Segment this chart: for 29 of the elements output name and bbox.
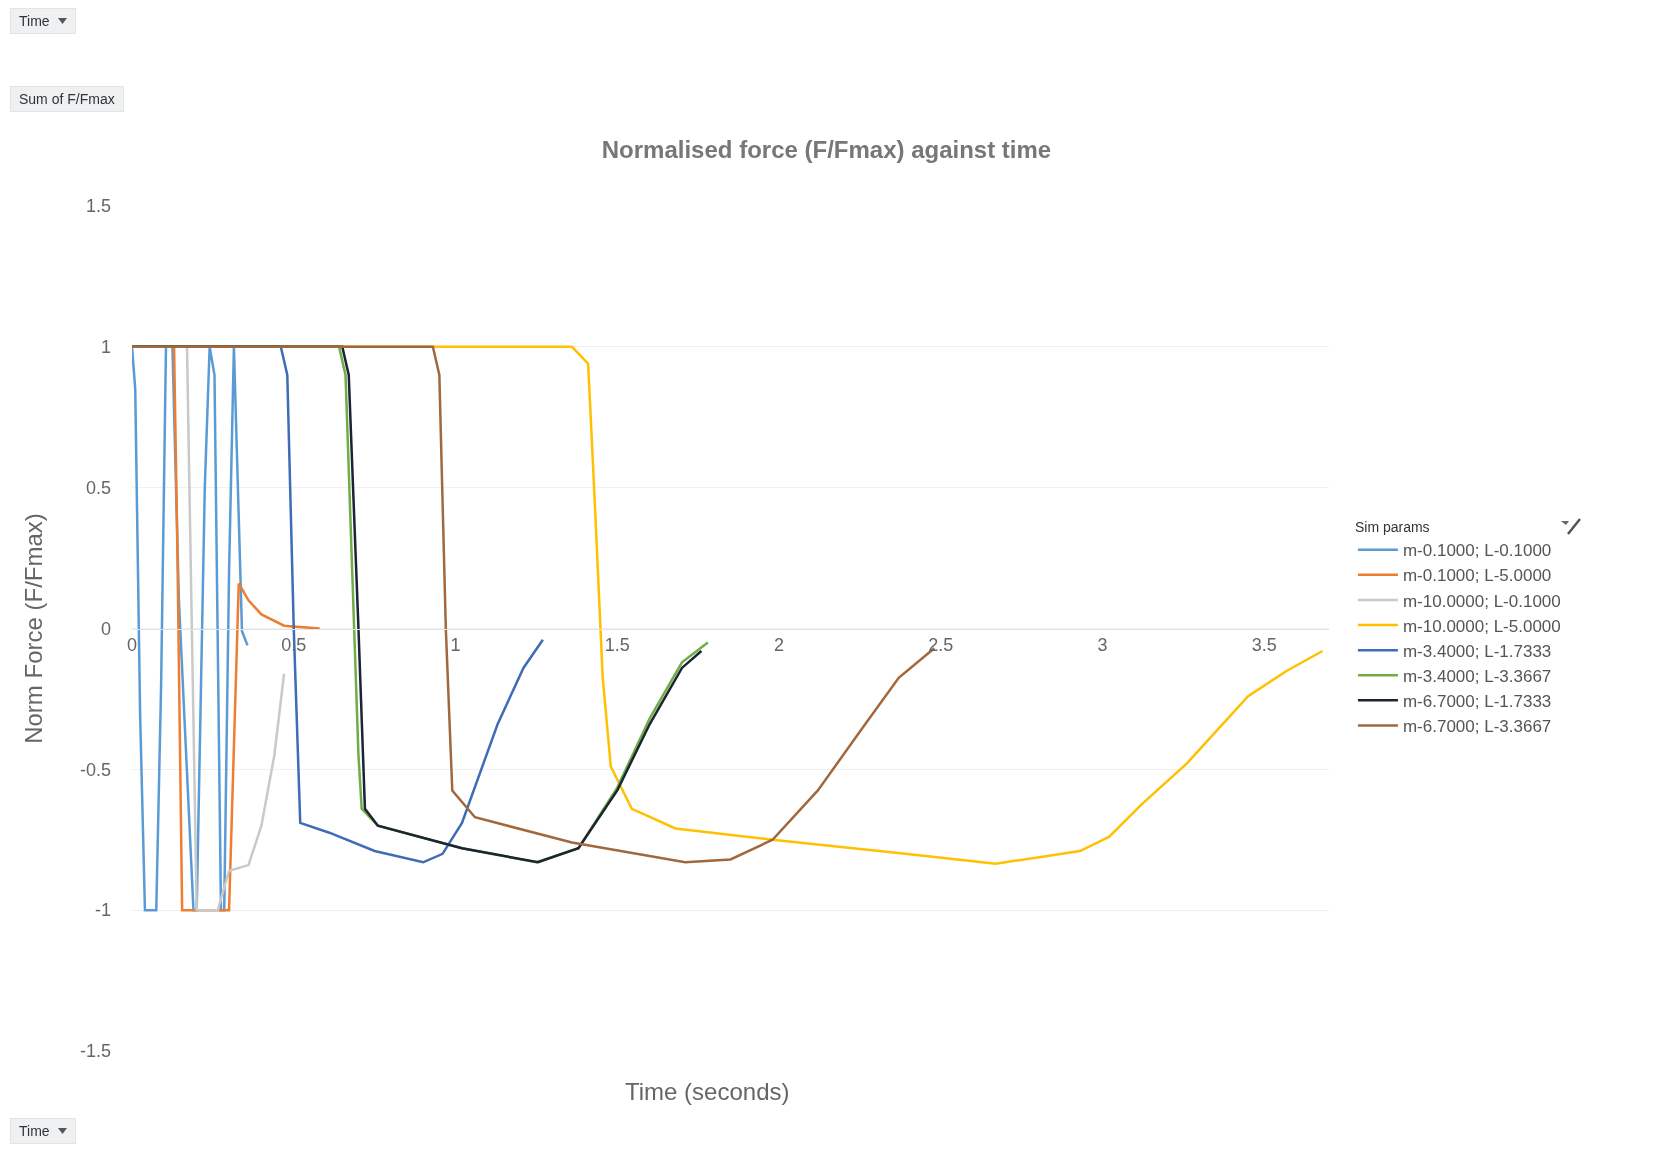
chart-title: Normalised force (F/Fmax) against time [601, 136, 1052, 164]
x-tick-label: 1 [450, 635, 461, 656]
legend-label: m-0.1000; L-5.0000 [1402, 566, 1552, 586]
y-tick-label: 0.5 [85, 477, 111, 498]
legend-label: m-3.4000; L-3.3667 [1402, 666, 1552, 686]
x-tick-label: 2 [774, 635, 785, 656]
x-axis-title: Time (seconds) [625, 1078, 790, 1105]
text: Sum of F/Fmax [19, 91, 115, 107]
legend-label: m-3.4000; L-1.7333 [1402, 641, 1552, 661]
x-tick-label: 3.5 [1251, 635, 1277, 656]
legend-label: m-6.7000; L-3.3667 [1402, 717, 1552, 737]
y-tick-label: 0 [100, 618, 111, 639]
legend-label: m-6.7000; L-1.7333 [1402, 691, 1552, 711]
y-tick-label: -1 [94, 900, 111, 921]
y-tick-label: -0.5 [79, 759, 111, 780]
x-tick-label: 0 [126, 635, 138, 656]
y-axis-title: Norm Force (F/Fmax) [20, 513, 48, 744]
x-tick-label: 2.5 [928, 635, 954, 656]
legend-label: m-0.1000; L-0.1000 [1402, 541, 1552, 561]
x-tick-label: 3 [1097, 635, 1108, 656]
x-tick-label: 1.5 [604, 635, 630, 656]
text: Time [19, 13, 50, 29]
y-tick-label: 1.5 [85, 196, 111, 217]
y-tick-label: 1 [100, 337, 111, 358]
legend-label: m-10.0000; L-0.1000 [1402, 591, 1561, 611]
legend-label: m-10.0000; L-5.0000 [1402, 616, 1561, 636]
y-tick-label: -1.5 [79, 1041, 111, 1062]
text: Time [19, 1123, 50, 1139]
legend-title: Sim params [1354, 519, 1430, 536]
